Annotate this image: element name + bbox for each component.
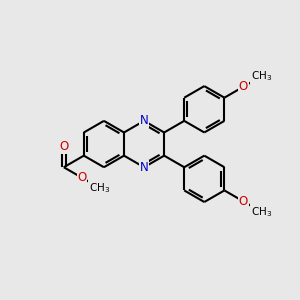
Text: O: O — [239, 195, 248, 208]
Text: CH$_3$: CH$_3$ — [89, 181, 110, 195]
Text: N: N — [140, 161, 148, 174]
Text: O: O — [77, 171, 86, 184]
Text: O: O — [239, 80, 248, 93]
Text: CH$_3$: CH$_3$ — [251, 205, 272, 219]
Text: O: O — [59, 140, 68, 153]
Text: N: N — [140, 114, 148, 128]
Text: CH$_3$: CH$_3$ — [251, 69, 272, 83]
